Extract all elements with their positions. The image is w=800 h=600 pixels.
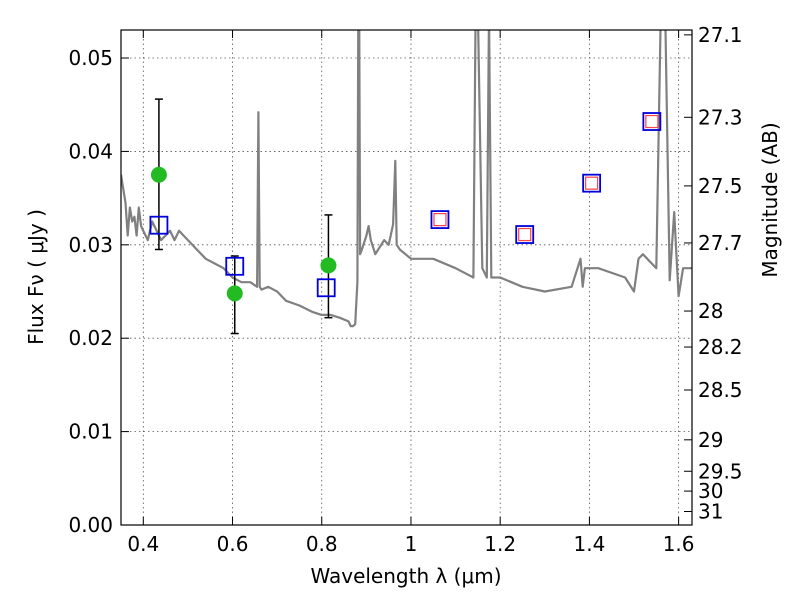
model-flux-square (642, 112, 662, 131)
x-tick-label: 1 (405, 532, 418, 556)
x-tick-label: 1.6 (663, 532, 695, 556)
model-flux-square (515, 225, 535, 244)
y2-tick-label: 27.7 (698, 231, 743, 255)
model-flux-square (430, 210, 450, 229)
y2-tick-label: 31 (698, 500, 723, 524)
y2-axis-label: Magnitude (AB) (758, 122, 782, 277)
x-tick-label: 1.2 (484, 532, 516, 556)
y2-tick-label: 27.3 (698, 105, 743, 129)
x-tick-label: 0.4 (127, 532, 159, 556)
model-flux-inner-square (518, 227, 532, 242)
y-tick-label: 0.03 (68, 233, 113, 257)
model-flux-square (316, 278, 336, 298)
sed-model-line (121, 30, 692, 328)
model-flux-inner-square (585, 176, 599, 190)
y2-tick-label: 27.5 (698, 174, 743, 198)
x-axis-ticks: 0.4 0.6 0.8 1 1.2 1.4 1.6 (127, 30, 695, 556)
x-tick-label: 0.8 (306, 532, 338, 556)
y-axis-label: Flux Fν ( μJy ) (24, 209, 48, 345)
y2-tick-label: 29 (698, 428, 723, 452)
y2-tick-label: 28.5 (698, 378, 743, 402)
y2-tick-label: 29.5 (698, 459, 743, 483)
y-tick-label: 0.05 (68, 46, 113, 70)
model-flux-square (582, 173, 602, 193)
data-layer (121, 30, 692, 335)
model-flux-inner-square (645, 114, 659, 129)
y-tick-label: 0.01 (68, 420, 113, 444)
model-flux-inner-square (433, 212, 447, 227)
x-tick-label: 0.6 (217, 532, 249, 556)
y-tick-label: 0.00 (68, 513, 113, 537)
x-axis-label: Wavelength λ (μm) (310, 564, 501, 588)
y-tick-label: 0.02 (68, 326, 113, 350)
plot-frame (120, 29, 693, 526)
observed-flux-point (320, 257, 337, 274)
x-tick-label: 1.4 (573, 532, 605, 556)
y2-tick-label: 28 (698, 299, 723, 323)
model-flux-square (225, 256, 245, 276)
grid-layer (121, 30, 692, 526)
observed-flux-point (150, 166, 167, 183)
frame-layer (120, 29, 693, 526)
y-tick-label: 0.04 (68, 139, 113, 163)
observed-flux-point (226, 285, 243, 302)
y-axis-ticks: 0.00 0.01 0.02 0.03 0.04 0.05 (68, 46, 129, 537)
y2-tick-label: 27.1 (698, 23, 743, 47)
y2-tick-label: 30 (698, 479, 723, 503)
y2-tick-label: 28.2 (698, 335, 743, 359)
model-flux-square (149, 215, 169, 235)
